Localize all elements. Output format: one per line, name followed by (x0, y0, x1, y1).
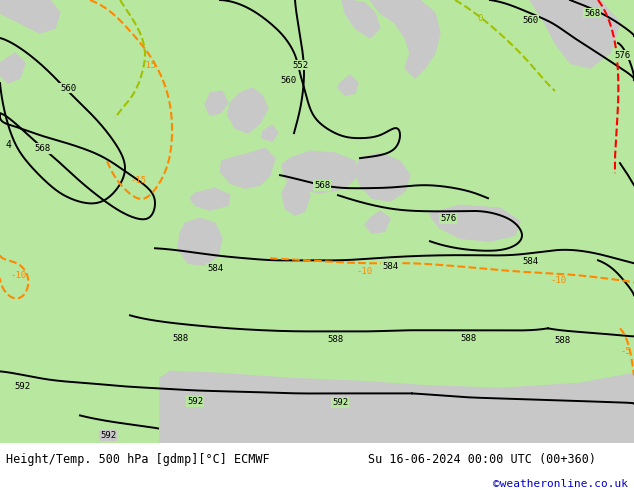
Text: 552: 552 (292, 61, 308, 70)
Text: 588: 588 (172, 334, 188, 343)
Text: Height/Temp. 500 hPa [gdmp][°C] ECMWF: Height/Temp. 500 hPa [gdmp][°C] ECMWF (6, 453, 270, 466)
Text: 592: 592 (332, 398, 348, 407)
Text: 568: 568 (584, 8, 600, 18)
Polygon shape (160, 371, 634, 443)
Polygon shape (370, 0, 440, 78)
Text: -10: -10 (550, 276, 566, 285)
Text: 0: 0 (477, 14, 482, 23)
Text: 588: 588 (554, 336, 570, 345)
Text: 584: 584 (207, 264, 223, 273)
Text: 576: 576 (614, 50, 630, 60)
Text: ©weatheronline.co.uk: ©weatheronline.co.uk (493, 479, 628, 490)
Polygon shape (355, 153, 410, 201)
Text: 592: 592 (100, 431, 116, 440)
Text: 4: 4 (5, 140, 11, 150)
Text: 568: 568 (314, 181, 330, 190)
Text: -15: -15 (140, 61, 156, 70)
Polygon shape (0, 53, 25, 83)
Polygon shape (282, 175, 310, 215)
Text: 584: 584 (522, 257, 538, 266)
Polygon shape (178, 218, 222, 265)
Text: -10: -10 (357, 267, 373, 276)
Text: 584: 584 (382, 262, 398, 271)
Polygon shape (365, 211, 390, 233)
Polygon shape (530, 0, 620, 68)
Polygon shape (338, 75, 358, 95)
Polygon shape (430, 205, 520, 241)
Text: 588: 588 (460, 334, 476, 343)
Polygon shape (190, 188, 230, 210)
Text: -5: -5 (621, 347, 631, 356)
Polygon shape (228, 88, 268, 133)
Text: Su 16-06-2024 00:00 UTC (00+360): Su 16-06-2024 00:00 UTC (00+360) (368, 453, 596, 466)
Text: 576: 576 (440, 214, 456, 223)
Text: -10: -10 (10, 271, 26, 280)
Polygon shape (220, 148, 275, 188)
Polygon shape (262, 125, 278, 141)
Text: 560: 560 (522, 16, 538, 24)
Polygon shape (342, 0, 380, 38)
Text: 560: 560 (60, 84, 76, 93)
Polygon shape (0, 0, 60, 33)
Text: 560: 560 (280, 75, 296, 85)
Polygon shape (282, 151, 358, 193)
Text: 568: 568 (34, 144, 50, 153)
Polygon shape (205, 91, 228, 115)
Text: -15: -15 (130, 176, 146, 185)
Text: 588: 588 (327, 335, 343, 344)
Text: 592: 592 (187, 397, 203, 406)
Text: 592: 592 (14, 382, 30, 391)
